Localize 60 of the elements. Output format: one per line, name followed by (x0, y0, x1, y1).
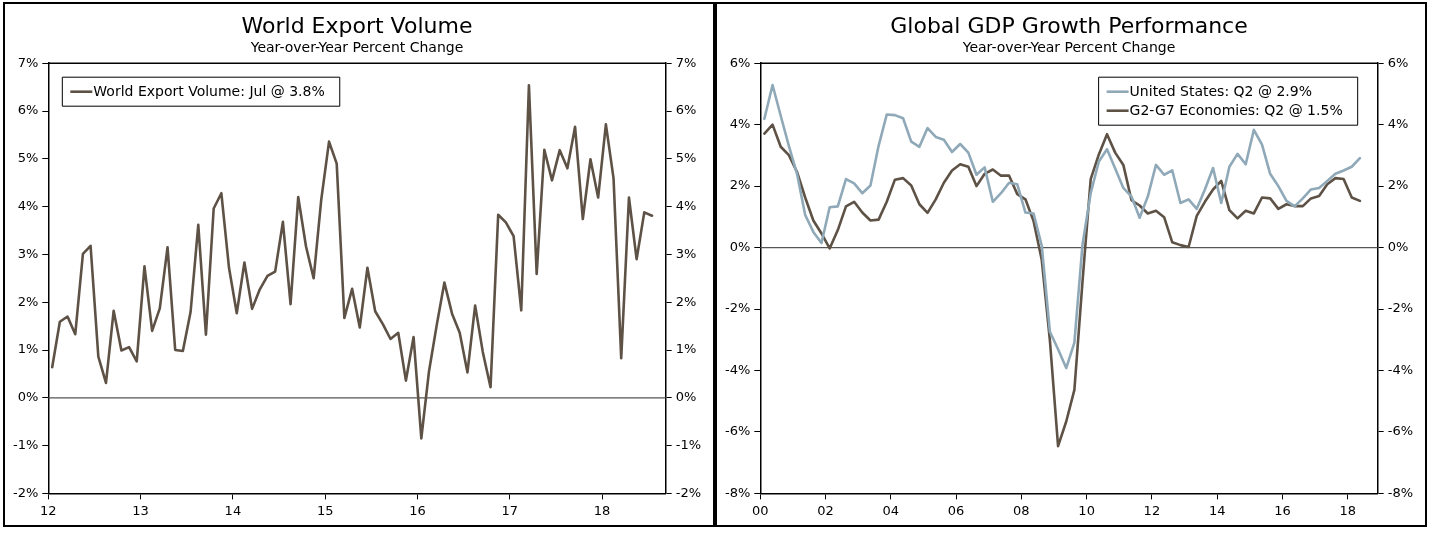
y-tick-label: -6% (724, 423, 751, 439)
x-tick-label: 12 (1143, 502, 1161, 518)
y-tick-label: -2% (724, 300, 751, 316)
y-tick-label: 0% (729, 238, 751, 254)
y-tick-label: 3% (17, 245, 39, 261)
x-tick-label: 13 (132, 502, 149, 518)
y2-tick-label: 7% (675, 54, 697, 70)
x-tick-label: 16 (409, 502, 426, 518)
chart-subtitle: Year-over-Year Percent Change (961, 39, 1176, 56)
y2-tick-label: 6% (675, 102, 697, 118)
x-tick-label: 12 (40, 502, 57, 518)
y2-tick-label: 5% (675, 150, 697, 166)
y2-tick-label: 1% (675, 341, 697, 357)
y-tick-label: 4% (729, 116, 751, 132)
y2-tick-label: -4% (1387, 361, 1414, 377)
y-tick-label: -4% (724, 361, 751, 377)
y2-tick-label: -2% (675, 484, 702, 500)
x-tick-label: 18 (593, 502, 611, 518)
y-tick-label: -2% (12, 484, 39, 500)
y2-tick-label: 2% (1387, 177, 1409, 193)
y-tick-label: 7% (17, 54, 39, 70)
legend-label: World Export Volume: Jul @ 3.8% (93, 83, 325, 100)
x-tick-label: 08 (1013, 502, 1030, 518)
y-tick-label: 4% (17, 197, 39, 213)
y2-tick-label: -8% (1387, 484, 1414, 500)
y-tick-label: 6% (17, 102, 39, 118)
y-tick-label: 0% (17, 389, 39, 405)
y2-tick-label: -6% (1387, 423, 1414, 439)
x-tick-label: 17 (501, 502, 518, 518)
chart-title: World Export Volume (241, 12, 473, 38)
y-tick-label: -8% (724, 484, 751, 500)
y-tick-label: 2% (17, 293, 39, 309)
y-tick-label: 2% (729, 177, 751, 193)
x-tick-label: 15 (316, 502, 334, 518)
y2-tick-label: 2% (675, 293, 697, 309)
y-tick-label: -1% (12, 436, 39, 452)
y2-tick-label: 0% (675, 389, 697, 405)
y-tick-label: 6% (729, 54, 751, 70)
x-tick-label: 04 (882, 502, 900, 518)
y2-tick-label: 0% (1387, 238, 1409, 254)
chart-subtitle: Year-over-Year Percent Change (249, 39, 464, 56)
y2-tick-label: -1% (675, 436, 702, 452)
y-tick-label: 5% (17, 150, 39, 166)
x-tick-label: 00 (752, 502, 769, 518)
x-tick-label: 18 (1339, 502, 1356, 518)
x-tick-label: 02 (817, 502, 834, 518)
y2-tick-label: 3% (675, 245, 697, 261)
y-tick-label: 1% (17, 341, 39, 357)
y2-tick-label: 4% (1387, 116, 1409, 132)
x-tick-label: 14 (224, 502, 242, 518)
chart-title: Global GDP Growth Performance (890, 12, 1248, 38)
x-tick-label: 10 (1078, 502, 1095, 518)
x-tick-label: 16 (1274, 502, 1291, 518)
y2-tick-label: -2% (1387, 300, 1414, 316)
y2-tick-label: 6% (1387, 54, 1409, 70)
x-tick-label: 14 (1208, 502, 1226, 518)
legend-label: G2-G7 Economies: Q2 @ 1.5% (1129, 102, 1343, 119)
legend-label: United States: Q2 @ 2.9% (1129, 83, 1312, 100)
x-tick-label: 06 (947, 502, 965, 518)
y2-tick-label: 4% (675, 197, 697, 213)
